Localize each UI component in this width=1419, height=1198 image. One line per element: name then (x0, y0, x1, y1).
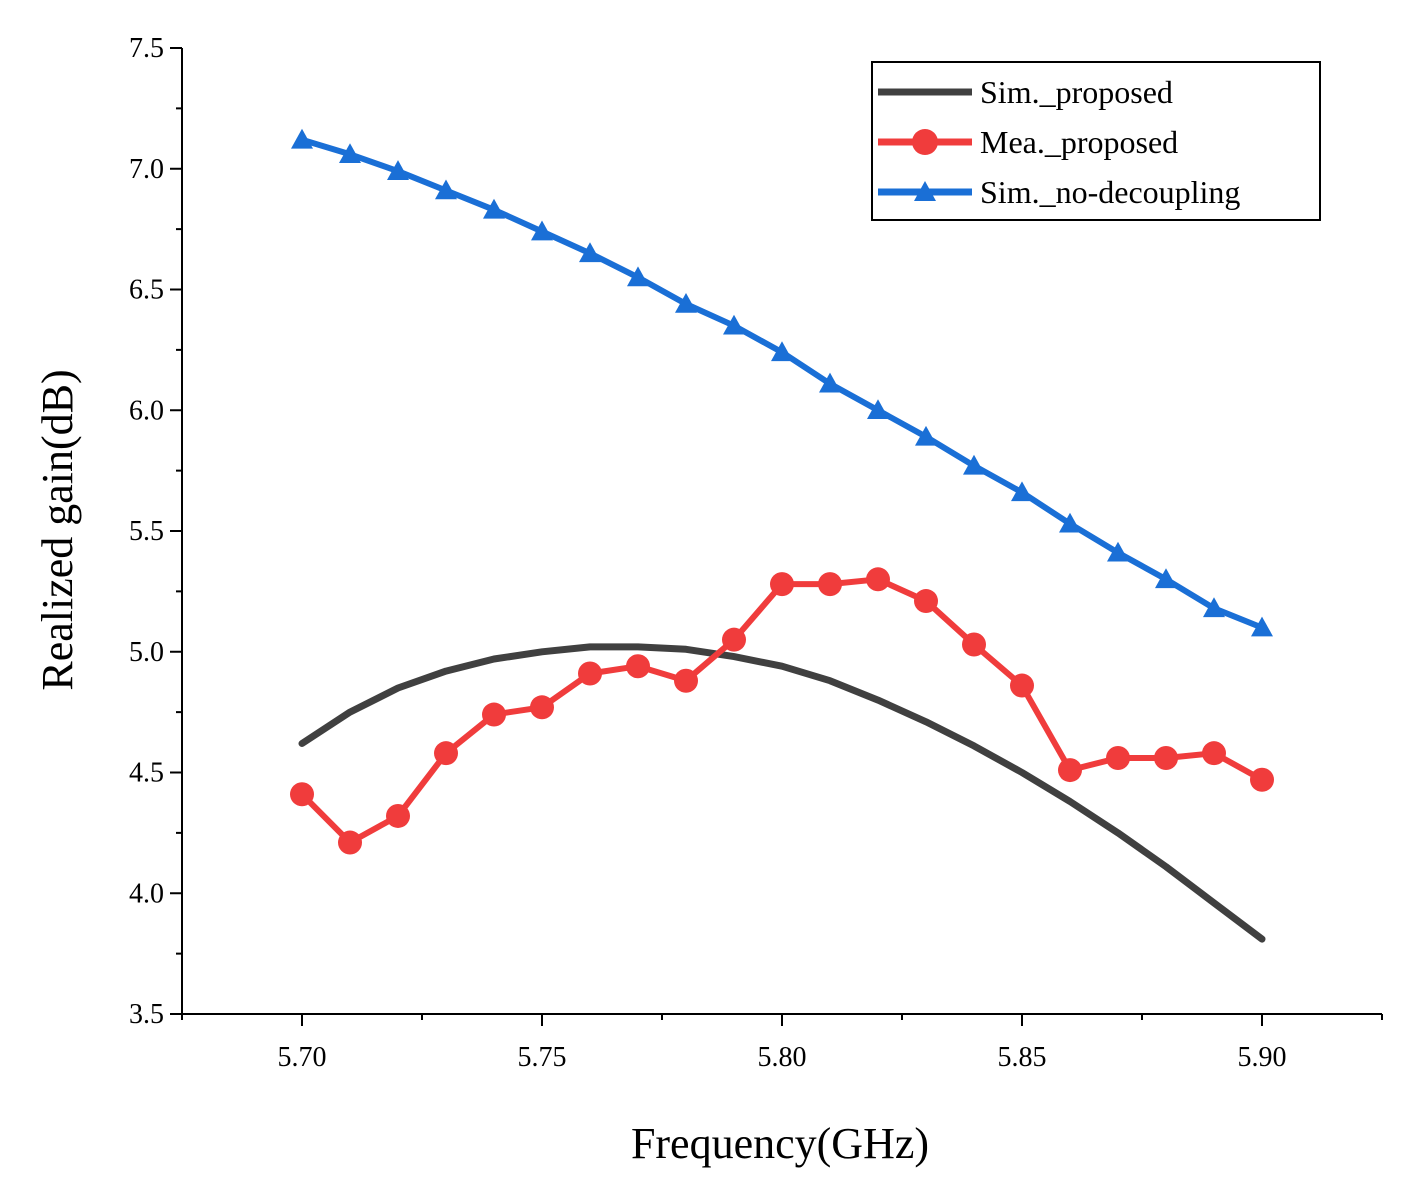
axes: 3.5 4.0 4.5 5.0 5.5 6.0 6.5 7.0 7.5 5.70 5.75 5.80 5… (129, 33, 1383, 1073)
data-point (723, 314, 745, 335)
data-point (386, 803, 410, 828)
data-point (627, 266, 649, 287)
data-point (1107, 541, 1129, 562)
data-point (675, 292, 697, 313)
data-point (530, 695, 554, 720)
y-tick-label: 7.5 (129, 33, 164, 64)
y-axis-title: Realized gain(dB) (33, 369, 82, 690)
data-point (866, 567, 890, 592)
y-tick-label: 4.5 (129, 758, 164, 789)
data-point (1251, 616, 1273, 637)
y-tick-label: 5.0 (129, 637, 164, 668)
data-point (1058, 758, 1082, 783)
data-point (626, 654, 650, 679)
data-point (722, 627, 746, 652)
data-point (482, 702, 506, 727)
y-tick-label: 3.5 (129, 999, 164, 1030)
legend-swatch-marker (914, 181, 936, 201)
data-point (1155, 568, 1177, 589)
data-point (1250, 767, 1274, 792)
data-point (1059, 512, 1081, 533)
data-point (674, 668, 698, 693)
data-point (579, 242, 601, 263)
y-tick-label: 6.5 (129, 275, 164, 306)
x-tick-label: 5.75 (518, 1042, 567, 1073)
data-point (1203, 597, 1225, 618)
legend-item: Sim._proposed (878, 74, 1173, 110)
legend-swatch-marker (912, 129, 938, 155)
series-Sim._proposed (298, 643, 1266, 943)
legend-label: Sim._no-decoupling (980, 174, 1240, 210)
series-layer (290, 128, 1274, 943)
data-point (819, 372, 841, 393)
x-tick-label: 5.80 (758, 1042, 807, 1073)
data-point (531, 220, 553, 241)
x-tick-label: 5.90 (1238, 1042, 1287, 1073)
data-point (435, 179, 457, 200)
data-point (291, 128, 313, 149)
data-point (434, 741, 458, 766)
data-point (339, 143, 361, 164)
data-point (963, 454, 985, 475)
legend: Sim._proposed Mea._proposed Sim._no-decoup… (871, 61, 1321, 221)
data-point (771, 341, 793, 362)
x-tick-label: 5.70 (278, 1042, 327, 1073)
y-tick-label: 4.0 (129, 878, 164, 909)
data-point (290, 782, 314, 807)
data-point (338, 830, 362, 855)
legend-label: Sim._proposed (980, 74, 1173, 110)
data-point (1154, 746, 1178, 771)
y-tick-label: 7.0 (129, 154, 164, 185)
series-Sim._no-decoupling (291, 128, 1273, 637)
x-tick-label: 5.85 (998, 1042, 1047, 1073)
legend-label: Mea._proposed (980, 124, 1178, 160)
data-point (962, 632, 986, 657)
data-point (1106, 746, 1130, 771)
data-point (1010, 673, 1034, 698)
data-point (867, 399, 889, 420)
data-point (483, 198, 505, 219)
series-line (298, 643, 1266, 943)
x-axis-title: Frequency(GHz) (631, 1119, 929, 1168)
data-point (770, 572, 794, 597)
data-point (914, 589, 938, 614)
y-tick-label: 5.5 (129, 516, 164, 547)
series-Mea._proposed (290, 567, 1274, 855)
data-point (1202, 741, 1226, 766)
data-point (818, 572, 842, 597)
y-tick-label: 6.0 (129, 395, 164, 426)
legend-item: Sim._no-decoupling (878, 174, 1240, 210)
data-point (387, 160, 409, 180)
legend-item: Mea._proposed (878, 124, 1178, 160)
data-point (1011, 481, 1033, 502)
data-point (915, 425, 937, 446)
data-point (578, 661, 602, 686)
